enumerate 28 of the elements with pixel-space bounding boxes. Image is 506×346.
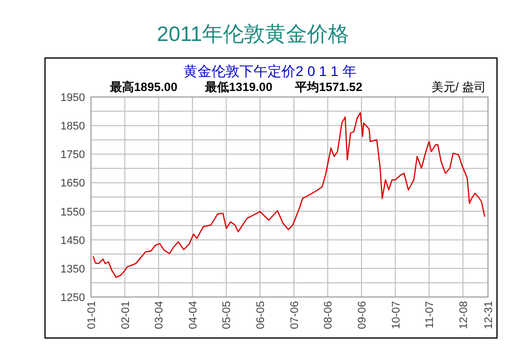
chart-subtitle: 黄金伦敦下午定价2 0 1 1 年	[184, 63, 356, 79]
chart-title: 2011年伦敦黄金价格	[156, 23, 350, 46]
y-tick-label: 1450	[60, 234, 85, 247]
x-tick-label: 06-05	[255, 301, 268, 330]
y-tick-label: 1650	[60, 178, 85, 190]
x-tick-label: 07-06	[288, 301, 301, 330]
x-tick-label: 12-31	[483, 301, 495, 330]
x-tick-label: 04-04	[187, 301, 200, 330]
x-tick-label: 10-07	[390, 301, 402, 330]
y-tick-label: 1850	[60, 120, 85, 133]
y-tick-label: 1950	[60, 92, 85, 104]
text: 平均1571.52	[294, 80, 363, 94]
x-tick-label: 11-07	[424, 301, 436, 328]
text: 最高1895.00	[109, 80, 178, 94]
x-tick-label: 08-06	[322, 301, 335, 330]
x-tick-label: 01-01	[86, 301, 98, 330]
y-tick-label: 1350	[60, 263, 85, 276]
y-tick-label: 1250	[60, 292, 85, 304]
x-tick-label: 02-01	[120, 301, 132, 330]
x-tick-label: 09-06	[356, 301, 368, 330]
x-tick-label: 12-08	[458, 301, 470, 330]
y-tick-label: 1550	[60, 206, 85, 218]
x-tick-label: 05-05	[221, 301, 234, 330]
y-axis-title: 美元/ 盎司	[431, 80, 486, 94]
y-tick-label: 1750	[60, 149, 85, 162]
line-series	[92, 112, 486, 278]
x-tick-label: 03-04	[154, 301, 166, 330]
text: 最低1319.00	[204, 80, 273, 94]
